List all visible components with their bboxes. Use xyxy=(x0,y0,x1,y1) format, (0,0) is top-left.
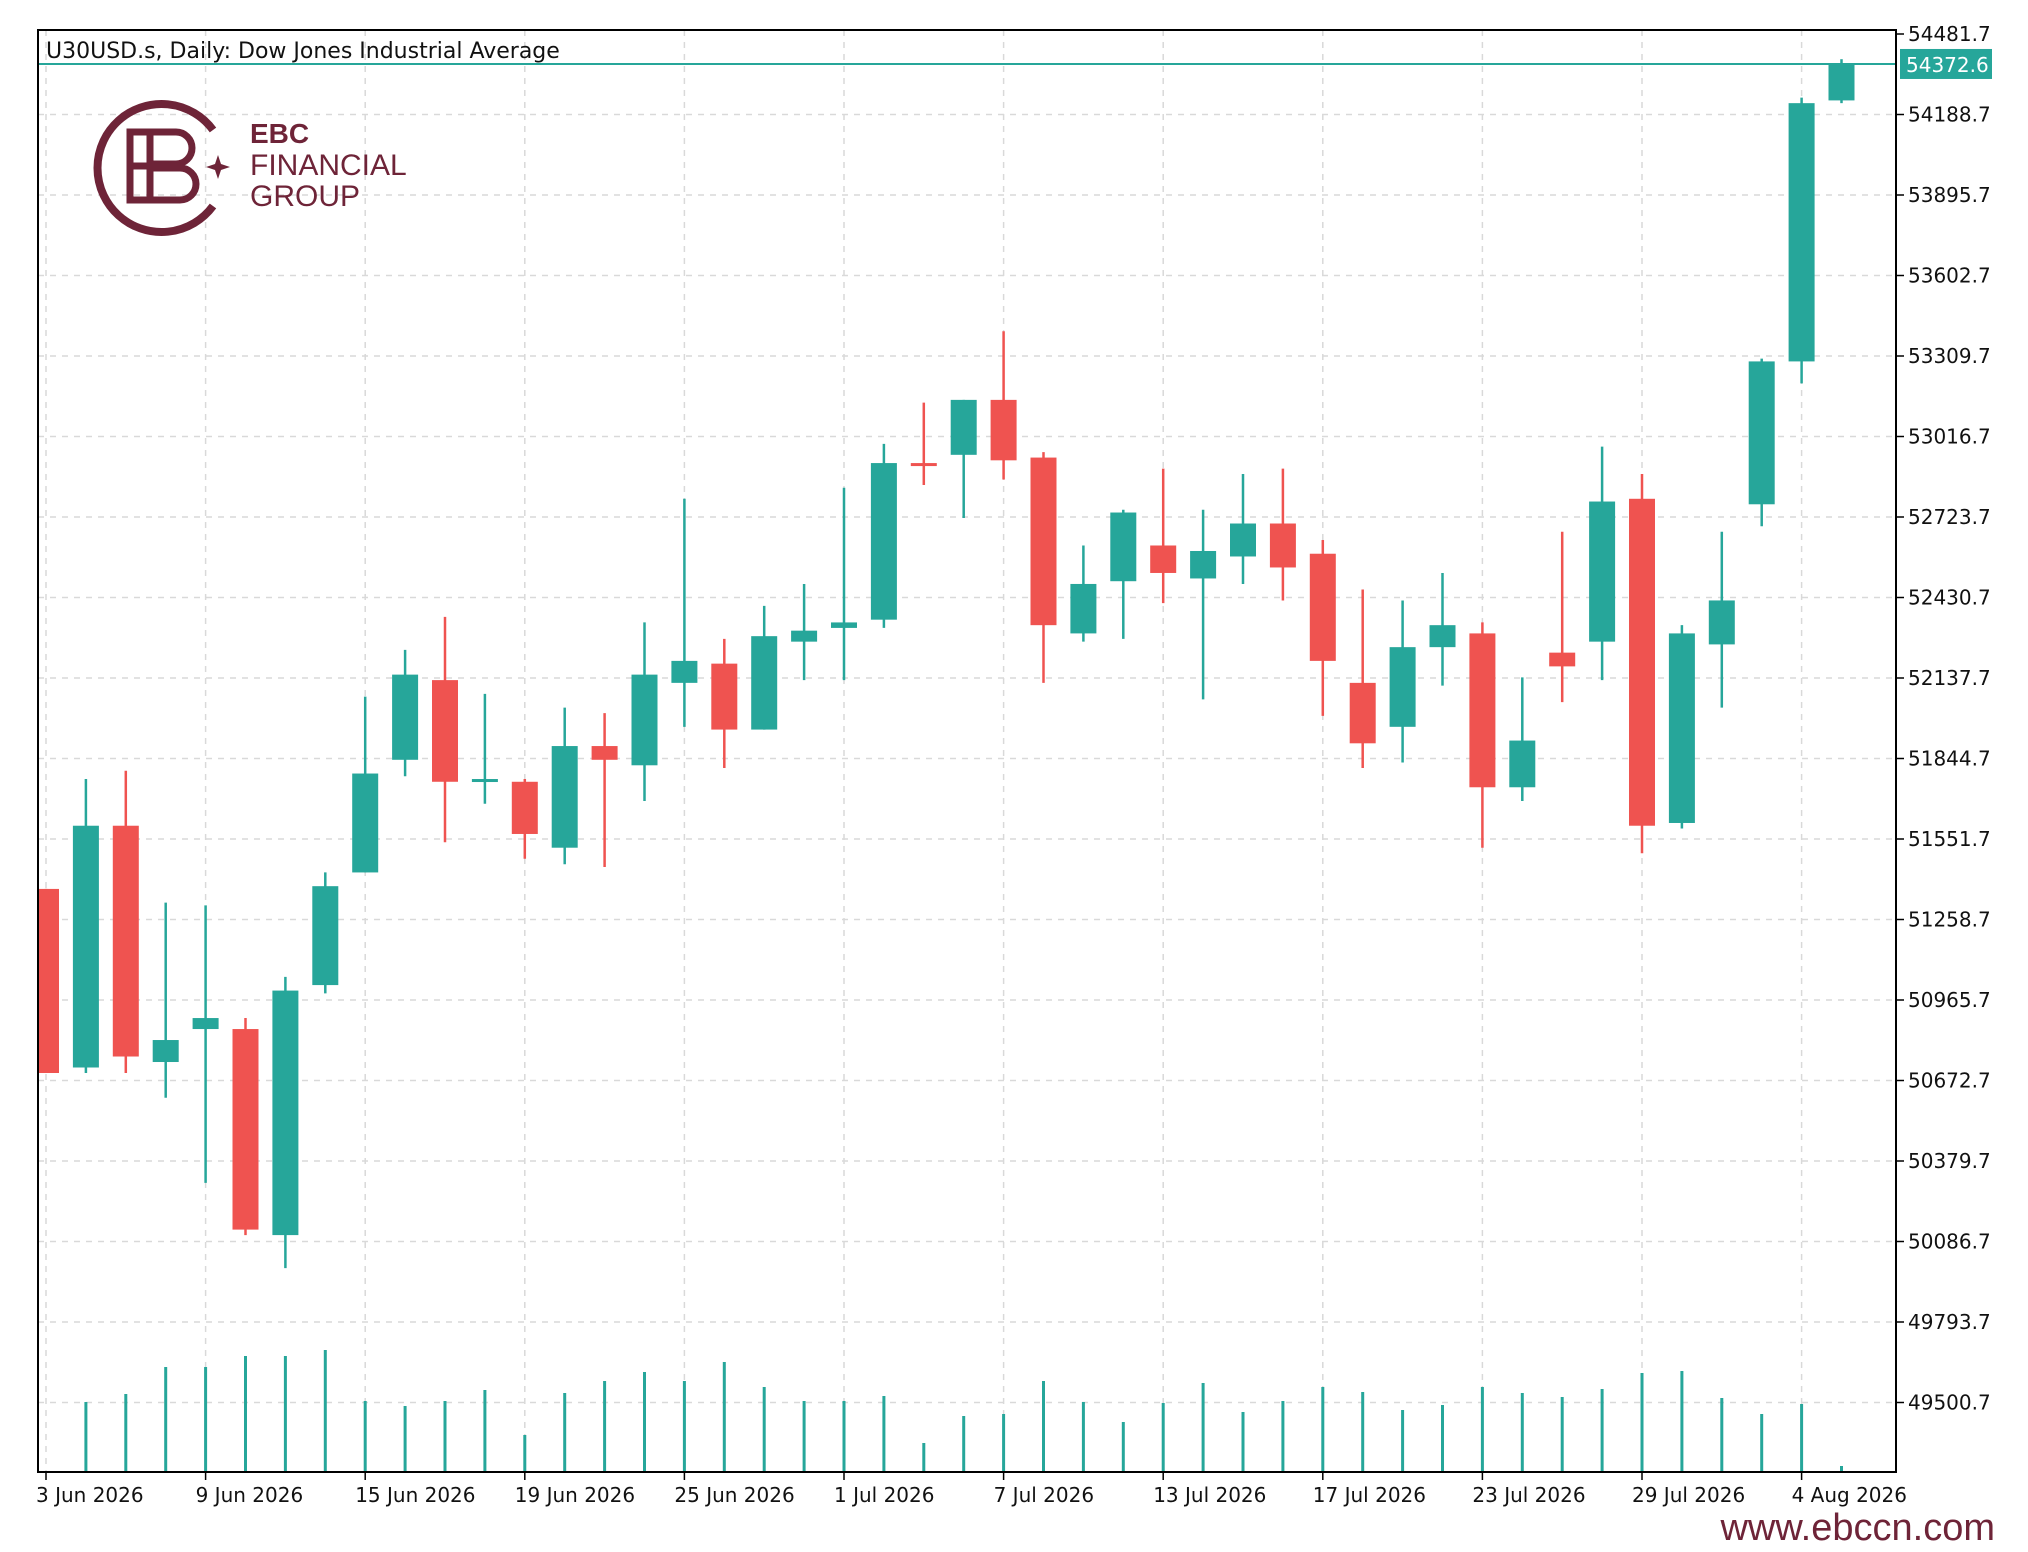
candle-body-down xyxy=(1309,553,1336,661)
candle-body-up xyxy=(551,746,578,848)
logo-star xyxy=(206,155,230,179)
candle-body-up xyxy=(192,1018,219,1030)
current-price-line-layer: 54372.6 xyxy=(38,48,1992,79)
x-tick-label: 9 Jun 2026 xyxy=(196,1483,304,1507)
candle-body-up xyxy=(950,399,977,455)
y-tick-label: 50086.7 xyxy=(1908,1230,1991,1254)
y-tick-label: 51844.7 xyxy=(1908,747,1991,771)
candle-body-down xyxy=(711,663,738,730)
x-tick-label: 23 Jul 2026 xyxy=(1472,1483,1585,1507)
x-tick-label: 1 Jul 2026 xyxy=(834,1483,934,1507)
candle-body-down xyxy=(1629,498,1655,826)
candle-body-up xyxy=(152,1040,179,1063)
candle-body-up xyxy=(870,463,897,620)
x-tick-label: 13 Jul 2026 xyxy=(1153,1483,1266,1507)
candle-body-up xyxy=(1190,550,1217,579)
axis-layer: 54481.7 54188.7 53895.7 53602.7 53309.7 53016… xyxy=(36,22,1991,1507)
candle-body-up xyxy=(671,660,698,683)
y-tick-label: 51551.7 xyxy=(1908,827,1991,851)
x-tick-label: 19 Jun 2026 xyxy=(515,1483,635,1507)
candle-body-up xyxy=(1788,103,1815,362)
y-tick-label: 53309.7 xyxy=(1908,344,1991,368)
y-tick-label: 52430.7 xyxy=(1908,586,1991,610)
x-tick-label: 17 Jul 2026 xyxy=(1313,1483,1426,1507)
plot-frame xyxy=(37,29,1897,1473)
y-tick-label: 49793.7 xyxy=(1908,1310,1991,1334)
website-url: www.ebccn.com xyxy=(1719,1507,1995,1549)
y-tick-label: 49500.7 xyxy=(1908,1391,1991,1415)
candle-body-up xyxy=(1828,64,1855,101)
candle-body-down xyxy=(591,746,618,760)
candle-body-up xyxy=(1389,647,1416,727)
candle-body-up xyxy=(1429,625,1456,648)
candle-body-up xyxy=(1708,600,1735,645)
candle-body-up xyxy=(352,773,379,873)
candle-body-down xyxy=(432,680,458,782)
current-price-label-bg xyxy=(1900,48,1992,79)
candle-body-up xyxy=(392,674,419,760)
candle-body-down xyxy=(910,463,937,467)
current-price-label: 54372.6 xyxy=(1906,53,1989,77)
candle-body-down xyxy=(112,825,139,1057)
y-tick-label: 52723.7 xyxy=(1908,505,1991,529)
ebc-logo: EBC FINANCIAL GROUP xyxy=(93,100,407,236)
brand-ebc: EBC xyxy=(250,118,309,149)
logo-ring xyxy=(93,100,217,236)
candle-body-up xyxy=(751,636,778,730)
y-tick-label: 54481.7 xyxy=(1908,22,1991,46)
x-tick-label: 3 Jun 2026 xyxy=(36,1483,144,1507)
candle-body-down xyxy=(1469,633,1496,788)
candle-body-down xyxy=(38,888,59,1073)
candle-body-up xyxy=(471,779,498,783)
y-tick-label: 50672.7 xyxy=(1908,1069,1991,1093)
brand-financial: FINANCIAL xyxy=(250,149,407,182)
candle-body-down xyxy=(1349,682,1376,744)
candle-body-up xyxy=(1070,583,1097,634)
candle-body-up xyxy=(1509,740,1536,788)
candle-layer xyxy=(38,59,1855,1269)
x-tick-label: 29 Jul 2026 xyxy=(1632,1483,1745,1507)
candle-body-up xyxy=(72,825,99,1068)
y-tick-label: 54188.7 xyxy=(1908,103,1991,127)
candle-body-up xyxy=(1110,512,1137,582)
y-tick-label: 53016.7 xyxy=(1908,425,1991,449)
x-tick-label: 15 Jun 2026 xyxy=(355,1483,475,1507)
y-tick-label: 50965.7 xyxy=(1908,988,1991,1012)
candle-body-up xyxy=(1668,633,1695,823)
candle-body-down xyxy=(1269,523,1296,568)
candle-body-down xyxy=(990,399,1017,461)
candle-body-up xyxy=(791,630,818,642)
candle-body-down xyxy=(1150,545,1177,573)
candle-body-down xyxy=(511,781,538,834)
candle-body-up xyxy=(631,674,658,766)
candle-body-up xyxy=(1589,501,1616,642)
volume-layer xyxy=(84,1350,1843,1472)
y-tick-label: 52137.7 xyxy=(1908,666,1991,690)
logo-monogram xyxy=(126,128,200,204)
candle-body-down xyxy=(1030,457,1057,626)
brand-group: GROUP xyxy=(250,180,360,213)
y-tick-label: 53602.7 xyxy=(1908,264,1991,288)
chart-title: U30USD.s, Daily: Dow Jones Industrial Av… xyxy=(46,39,560,64)
y-tick-label: 50379.7 xyxy=(1908,1149,1991,1173)
candle-body-up xyxy=(1748,361,1775,505)
candle-body-up xyxy=(831,622,857,628)
x-tick-label: 4 Aug 2026 xyxy=(1792,1483,1907,1507)
y-tick-label: 51258.7 xyxy=(1908,908,1991,932)
x-tick-label: 25 Jun 2026 xyxy=(674,1483,794,1507)
y-tick-label: 53895.7 xyxy=(1908,183,1991,207)
candle-body-up xyxy=(1230,523,1256,557)
x-tick-label: 7 Jul 2026 xyxy=(994,1483,1094,1507)
candle-body-down xyxy=(1549,652,1576,667)
grid-layer xyxy=(38,30,1896,1472)
candle-body-up xyxy=(272,990,299,1236)
candle-body-up xyxy=(312,886,339,986)
candle-body-down xyxy=(232,1029,259,1230)
